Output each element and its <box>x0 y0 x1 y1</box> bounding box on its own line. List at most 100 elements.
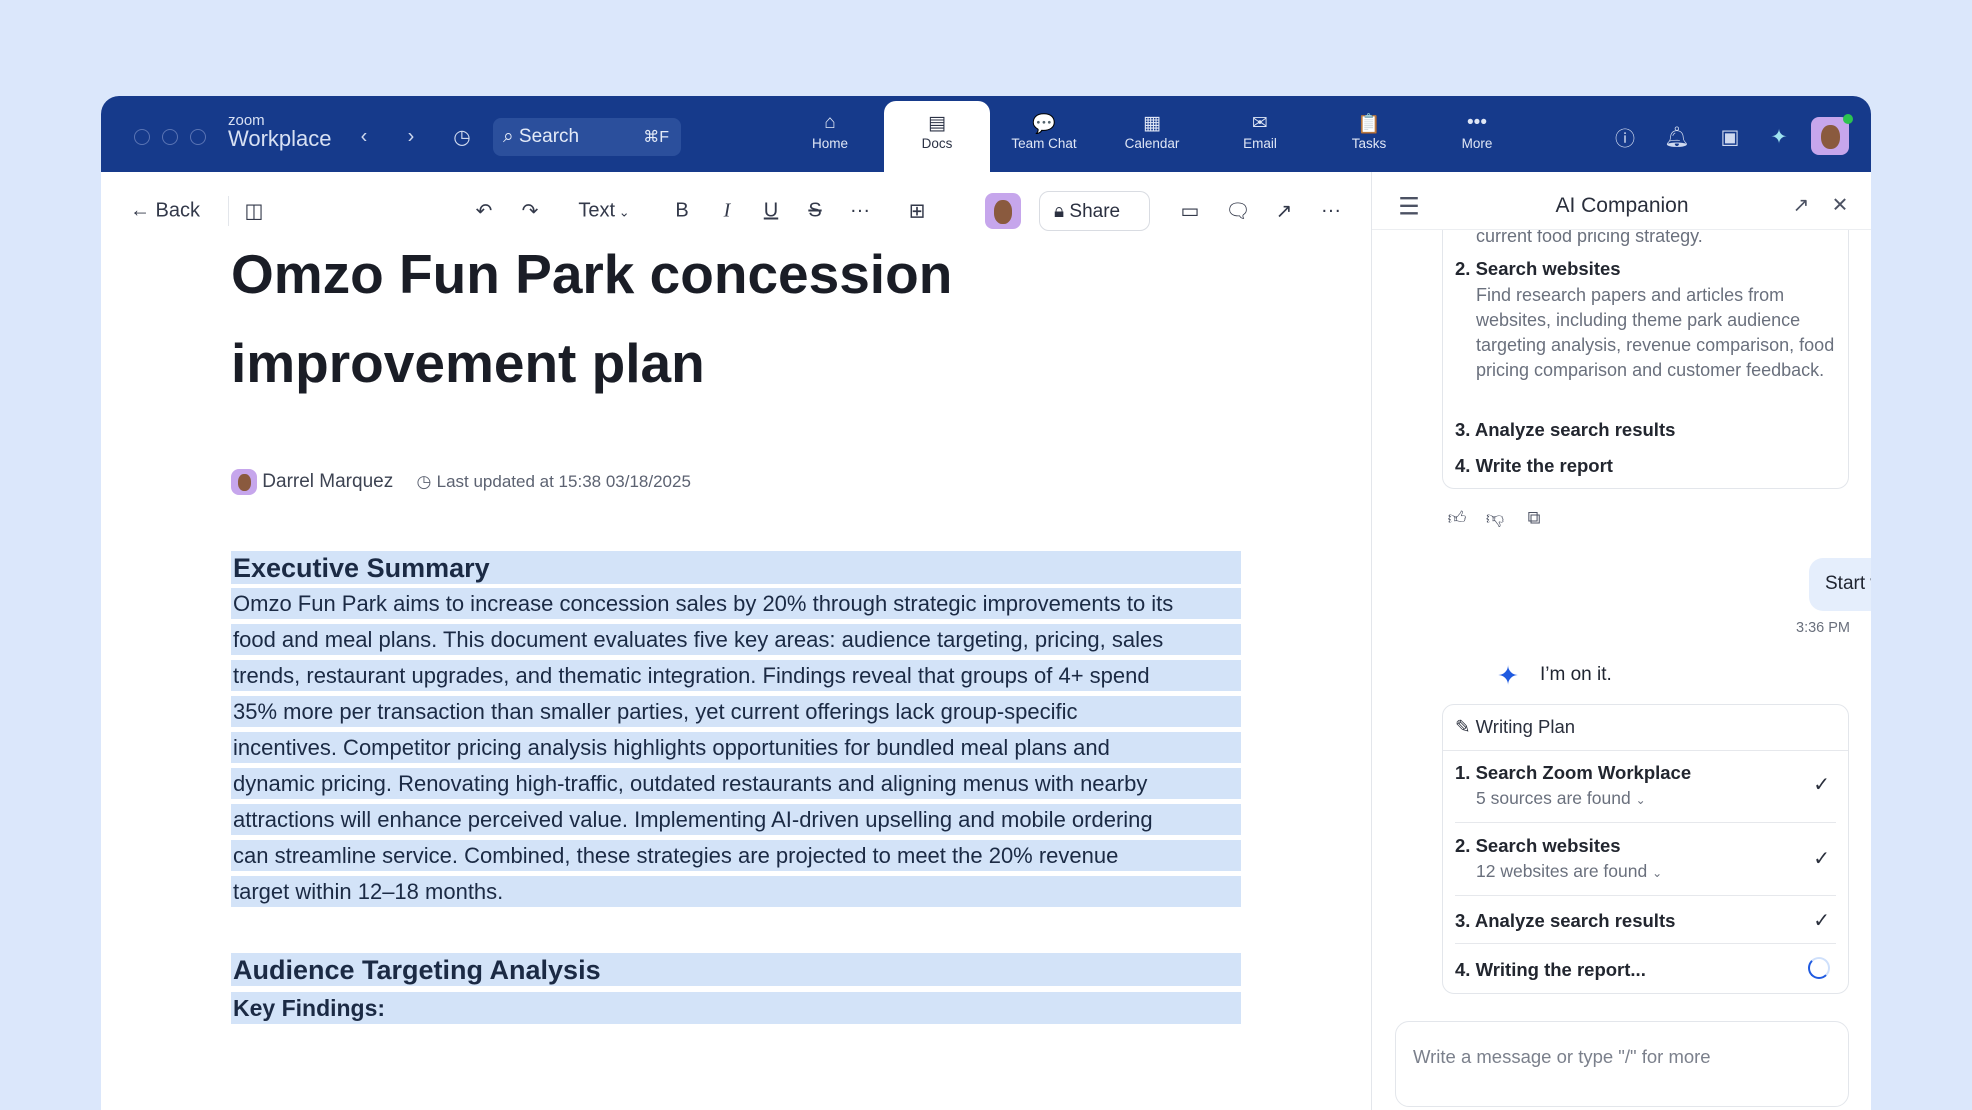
paragraph-line[interactable]: 35% more per transaction than smaller pa… <box>231 696 1241 727</box>
writing-plan-card: ✎ Writing Plan 1. Search Zoom Workplace … <box>1442 704 1849 994</box>
strikethrough-icon[interactable]: S <box>808 199 822 222</box>
doc-meta: Darrel Marquez ◷ Last updated at 15:38 0… <box>231 469 691 495</box>
top-nav-bar: zoom Workplace ‹ › ◷ ⌕ Search ⌘F ⌂ Home ▤… <box>101 96 1871 172</box>
more-format-icon[interactable]: ··· <box>850 199 870 222</box>
close-icon[interactable]: ✕ <box>1831 194 1849 217</box>
ai-companion-panel: ☰ AI Companion ↗ ✕ current food pricing … <box>1371 172 1871 1110</box>
paragraph-line[interactable]: target within 12–18 months. <box>231 876 1241 907</box>
undo-icon[interactable]: ↶ <box>475 200 493 223</box>
heading-executive-summary[interactable]: Executive Summary <box>231 551 1241 584</box>
more-options-icon[interactable]: ··· <box>1321 199 1341 222</box>
check-icon: ✓ <box>1813 910 1830 932</box>
lock-icon: 🔒︎ <box>1054 201 1070 222</box>
tab-label: Team Chat <box>1011 136 1077 151</box>
arrow-left-icon: ← <box>129 199 156 222</box>
bell-icon[interactable]: 🔔︎ <box>1664 126 1690 149</box>
paragraph-line[interactable]: dynamic pricing. Renovating high-traffic… <box>231 768 1241 799</box>
tab-more[interactable]: ••• More <box>1424 96 1530 172</box>
tab-label: Docs <box>921 136 953 151</box>
calendar-widget-icon[interactable]: ▣ <box>1720 126 1740 149</box>
chevron-down-icon: ⌄ <box>1652 866 1663 880</box>
tab-docs[interactable]: ▤ Docs <box>884 101 990 172</box>
home-icon: ⌂ <box>824 112 836 133</box>
chevron-down-icon: ⌄ <box>615 204 630 220</box>
tab-label: Email <box>1243 136 1277 151</box>
search-box[interactable]: ⌕ Search ⌘F <box>493 118 681 156</box>
open-external-icon[interactable]: ↗ <box>1275 200 1293 223</box>
panel-title: AI Companion <box>1555 194 1689 217</box>
tab-label: Calendar <box>1124 136 1180 151</box>
tab-label: Tasks <box>1351 136 1387 151</box>
online-status-dot <box>1843 114 1853 124</box>
help-icon[interactable]: ⓘ <box>1615 128 1635 151</box>
divider <box>228 196 229 226</box>
clock-icon: ◷ <box>416 472 432 492</box>
thumbs-up-icon[interactable]: 👍︎ <box>1447 508 1467 528</box>
author-name: Darrel Marquez <box>262 471 394 493</box>
plan-title: Writing Plan <box>1475 716 1576 737</box>
search-icon: ⌕ <box>503 126 514 147</box>
user-avatar[interactable] <box>1811 117 1849 155</box>
zoom-logo: zoom <box>228 112 265 129</box>
back-button[interactable]: ← Back <box>130 200 200 223</box>
video-icon[interactable]: ▭ <box>1180 200 1200 223</box>
window-minimize-button[interactable] <box>162 129 178 145</box>
back-arrow-icon[interactable]: ‹ <box>360 125 368 148</box>
message-time: 3:36 PM <box>1796 620 1850 636</box>
tab-home[interactable]: ⌂ Home <box>777 96 883 172</box>
input-placeholder: Write a message or type "/" for more <box>1413 1046 1711 1067</box>
tab-label: More <box>1461 136 1493 151</box>
italic-icon[interactable]: I <box>723 199 731 222</box>
add-comment-icon[interactable]: ⊞ <box>908 200 926 223</box>
paragraph-line[interactable]: trends, restaurant upgrades, and themati… <box>231 660 1241 691</box>
doc-title[interactable]: Omzo Fun Park concession improvement pla… <box>231 243 953 394</box>
chat-scroll[interactable]: current food pricing strategy. 2. Search… <box>1372 230 1871 1110</box>
plan-step: 3. Analyze search results <box>1455 910 1676 931</box>
plan-step: 2. Search websites <box>1455 835 1621 856</box>
loading-spinner-icon <box>1808 957 1830 979</box>
comment-icon[interactable]: 🗨︎ <box>1225 200 1251 223</box>
heading-audience-targeting[interactable]: Audience Targeting Analysis <box>231 953 1241 986</box>
thumbs-down-icon[interactable]: 👎︎ <box>1485 508 1505 528</box>
paragraph-line[interactable]: can streamline service. Combined, these … <box>231 840 1241 871</box>
tab-tasks[interactable]: 📋 Tasks <box>1316 96 1422 172</box>
menu-icon[interactable]: ☰ <box>1398 193 1420 221</box>
last-updated: Last updated at 15:38 03/18/2025 <box>436 472 691 492</box>
paragraph-line[interactable]: incentives. Competitor pricing analysis … <box>231 732 1241 763</box>
check-icon: ✓ <box>1813 848 1830 870</box>
copy-icon[interactable]: ⧉ <box>1527 507 1541 528</box>
websites-toggle[interactable]: 12 websites are found ⌄ <box>1476 861 1662 882</box>
text-style-label: Text <box>578 199 616 222</box>
divider <box>1455 895 1836 896</box>
tab-email[interactable]: ✉ Email <box>1207 96 1313 172</box>
plan-step: 1. Search Zoom Workplace <box>1455 762 1692 783</box>
plan-step: 4. Writing the report... <box>1455 959 1646 980</box>
bold-icon[interactable]: B <box>675 199 689 222</box>
sidebar-toggle-icon[interactable]: ◫ <box>244 200 264 223</box>
calendar-icon: ▦ <box>1143 113 1161 134</box>
ai-message: I’m on it. <box>1540 664 1612 685</box>
tab-calendar[interactable]: ▦ Calendar <box>1099 96 1205 172</box>
ai-sparkle-icon[interactable]: ✦ <box>1770 126 1788 149</box>
window-maximize-button[interactable] <box>190 129 206 145</box>
underline-icon[interactable]: U <box>763 199 779 222</box>
window-close-button[interactable] <box>134 129 150 145</box>
tab-team-chat[interactable]: 💬 Team Chat <box>991 96 1097 172</box>
paragraph-line[interactable]: attractions will enhance perceived value… <box>231 804 1241 835</box>
sources-toggle[interactable]: 5 sources are found ⌄ <box>1476 788 1646 809</box>
history-icon[interactable]: ◷ <box>453 126 471 149</box>
divider <box>1455 943 1836 944</box>
message-input[interactable]: Write a message or type "/" for more <box>1395 1021 1849 1107</box>
collaborator-avatar[interactable] <box>985 193 1021 229</box>
chat-icon: 💬 <box>1032 114 1056 135</box>
text-style-dropdown[interactable]: Text ⌄ <box>578 200 629 223</box>
paragraph-line[interactable]: food and meal plans. This document evalu… <box>231 624 1241 655</box>
paragraph-line[interactable]: Omzo Fun Park aims to increase concessio… <box>231 588 1241 619</box>
share-button[interactable]: 🔒︎ Share <box>1039 191 1150 231</box>
popout-icon[interactable]: ↗ <box>1792 194 1810 217</box>
plan-step-desc: Find research papers and articles from w… <box>1476 285 1835 380</box>
heading-key-findings[interactable]: Key Findings: <box>231 992 1241 1024</box>
doc-icon: ▤ <box>928 113 946 134</box>
redo-icon[interactable]: ↷ <box>521 200 539 223</box>
forward-arrow-icon[interactable]: › <box>407 125 415 148</box>
